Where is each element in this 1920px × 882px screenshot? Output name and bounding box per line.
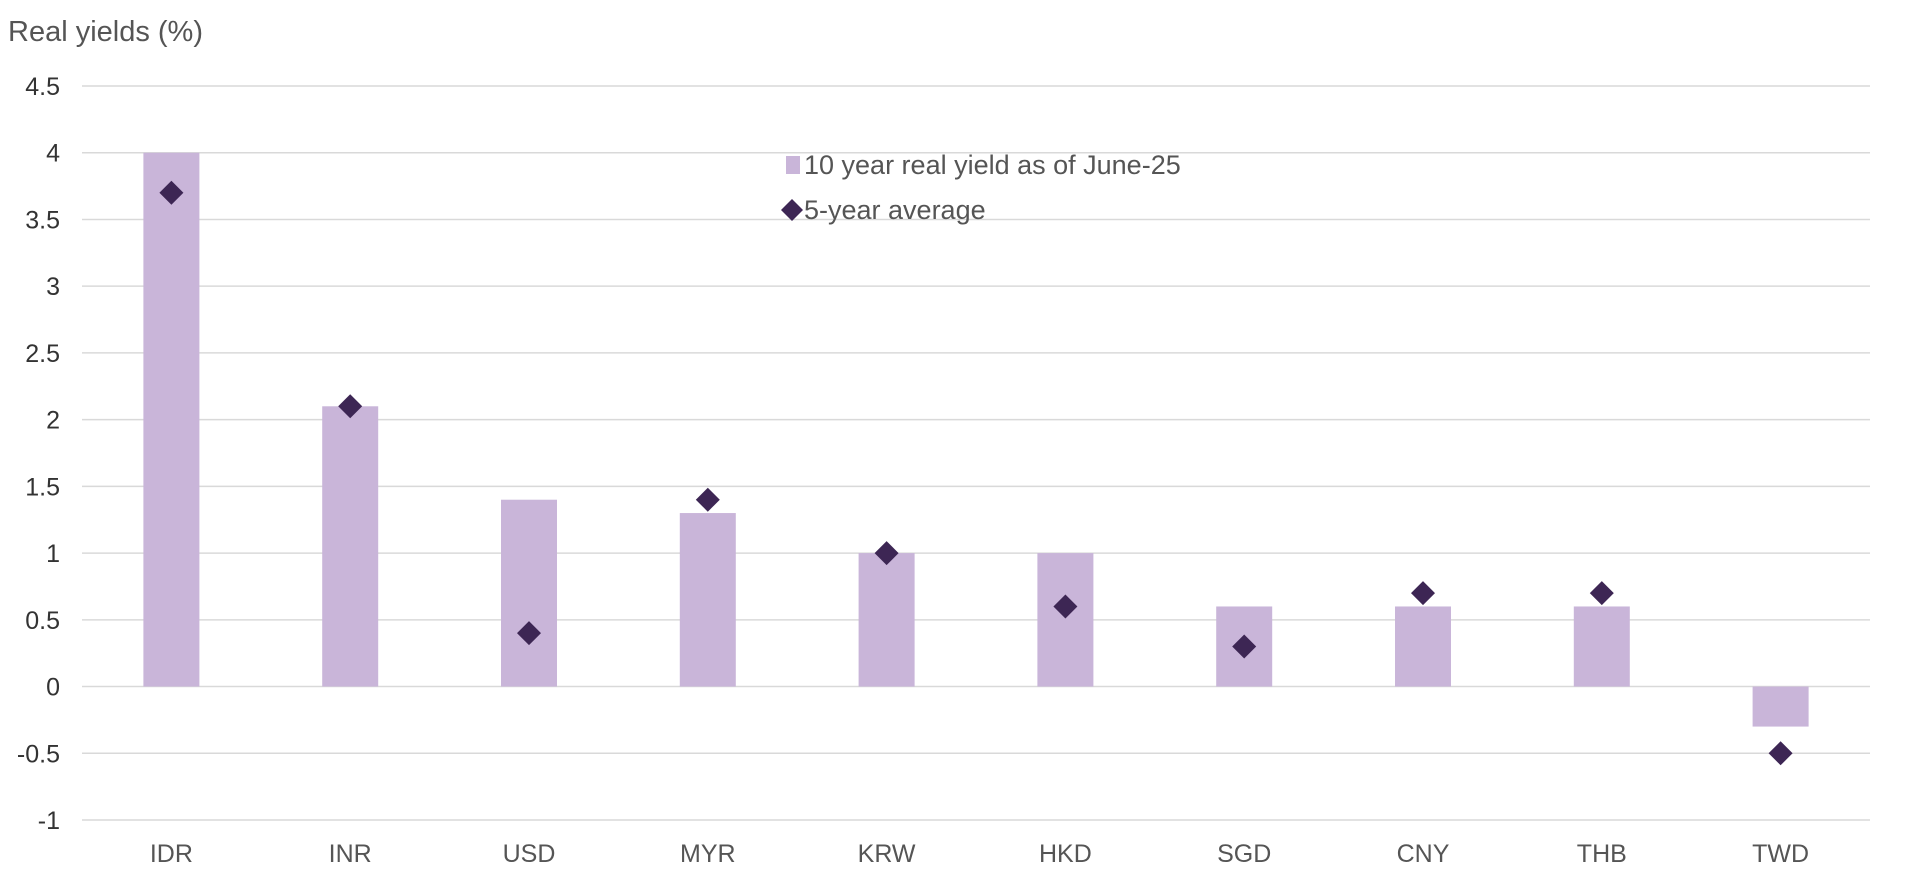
marker-inr bbox=[338, 394, 363, 419]
x-tick-label: THB bbox=[1577, 840, 1627, 868]
marker-usd bbox=[517, 621, 541, 646]
bar-cny bbox=[1395, 606, 1451, 687]
x-tick-label: SGD bbox=[1217, 840, 1271, 868]
diamond-series bbox=[159, 180, 1793, 766]
x-tick-label: HKD bbox=[1039, 840, 1092, 868]
bar-usd bbox=[501, 499, 557, 687]
bar-twd bbox=[1752, 686, 1809, 727]
marker-myr bbox=[695, 487, 720, 512]
y-tick-label: 0.5 bbox=[25, 607, 60, 635]
y-tick-label: 0 bbox=[46, 674, 60, 702]
marker-twd bbox=[1768, 741, 1793, 766]
x-tick-label: KRW bbox=[858, 840, 916, 868]
y-tick-label: -1 bbox=[38, 807, 60, 835]
bar-hkd bbox=[1037, 553, 1094, 687]
y-tick-label: 4 bbox=[46, 140, 60, 168]
y-tick-label: 4.5 bbox=[25, 73, 60, 101]
marker-krw bbox=[874, 541, 899, 566]
gridlines bbox=[82, 85, 1870, 821]
bar-idr bbox=[143, 152, 200, 687]
y-tick-label: 1 bbox=[46, 540, 60, 568]
legend-label-bar: 10 year real yield as of June-25 bbox=[804, 150, 1181, 180]
marker-idr bbox=[159, 180, 184, 205]
y-tick-label: 3 bbox=[46, 273, 60, 301]
legend-swatch-diamond bbox=[781, 199, 803, 221]
y-tick-label: 1.5 bbox=[25, 473, 60, 501]
marker-cny bbox=[1411, 581, 1435, 606]
legend-label-diamond: 5-year average bbox=[804, 195, 986, 225]
y-axis-ticks: 4.5 4 3.5 3 2.5 2 1.5 1 0.5 0 -0.5 -1 bbox=[17, 73, 60, 835]
bar-krw bbox=[858, 553, 915, 687]
x-tick-label: TWD bbox=[1752, 840, 1809, 868]
bar-inr bbox=[322, 406, 379, 687]
y-tick-label: -0.5 bbox=[17, 740, 60, 768]
y-tick-label: 2 bbox=[46, 407, 60, 435]
y-tick-label: 3.5 bbox=[25, 206, 60, 234]
x-tick-label: INR bbox=[329, 840, 372, 868]
marker-hkd bbox=[1053, 594, 1078, 619]
x-tick-label: IDR bbox=[150, 840, 193, 868]
bar-series bbox=[143, 152, 1809, 727]
y-tick-label: 2.5 bbox=[25, 340, 60, 368]
x-axis-labels: IDR INR USD MYR KRW HKD SGD CNY THB TWD bbox=[150, 840, 1809, 868]
y-axis-title: Real yields (%) bbox=[8, 16, 203, 48]
legend-swatch-bar bbox=[786, 156, 800, 174]
legend: 10 year real yield as of June-25 5-year … bbox=[781, 150, 1181, 225]
bar-myr bbox=[679, 513, 736, 687]
x-tick-label: USD bbox=[503, 840, 556, 868]
x-tick-label: MYR bbox=[680, 840, 736, 868]
x-tick-label: CNY bbox=[1397, 840, 1450, 868]
marker-sgd bbox=[1232, 634, 1257, 659]
marker-thb bbox=[1589, 581, 1614, 606]
bar-thb bbox=[1573, 606, 1630, 687]
